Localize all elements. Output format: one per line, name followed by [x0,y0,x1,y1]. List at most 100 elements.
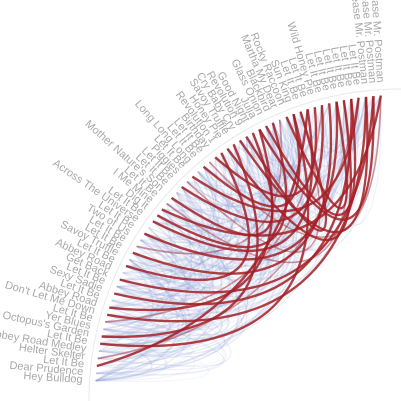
weak-link [111,232,191,308]
strong-link [245,111,328,232]
weak-link [98,265,226,358]
weak-link [272,95,382,227]
weak-link [105,239,170,323]
weak-link [101,96,367,338]
node-label: Let It Be [345,43,362,85]
weak-link [105,239,230,337]
weak-link [140,132,254,241]
weak-link [96,197,240,375]
strong-link [208,95,382,238]
weak-link [103,300,173,337]
weak-link [132,152,225,254]
weak-link [107,233,229,330]
weak-link [214,140,276,218]
weak-link [119,136,248,281]
weak-link [111,143,278,318]
strong-link [214,107,318,198]
weak-link [122,214,214,293]
weak-link [116,148,271,307]
weak-link [186,148,244,208]
weak-link [109,98,352,309]
weak-link [105,278,194,334]
weak-link [116,233,190,297]
weak-link [105,119,281,323]
weak-link [98,286,159,352]
weak-link [96,285,227,376]
strong-link [100,113,310,348]
weak-link [140,156,254,270]
strong-link [258,96,375,221]
weak-link [152,109,309,227]
weak-link [107,258,167,317]
weak-link [166,143,279,262]
weak-link [100,258,154,345]
weak-link [125,136,249,267]
weak-link [157,125,269,227]
weak-link [140,161,233,256]
weak-link [101,125,284,338]
weak-link [101,215,186,337]
weak-link [181,132,255,197]
weak-link [114,148,231,295]
strong-link [109,129,274,312]
strong-link [186,111,321,253]
weak-link [144,166,251,270]
weak-link [100,314,194,354]
strong-link [202,113,301,208]
weak-link [122,148,232,274]
weak-link [139,170,242,270]
weak-link [95,252,180,382]
weak-link [101,191,211,338]
weak-link [125,107,316,267]
weak-link [144,192,222,263]
weak-link [203,119,283,190]
weak-link [96,279,232,371]
weak-link [95,129,261,382]
weak-link [97,307,225,367]
weak-link [125,239,186,284]
strong-link [238,96,369,234]
weak-link [152,114,295,232]
strong-link [152,109,314,253]
weak-link [95,328,210,383]
weak-link [98,140,241,352]
weak-link [125,136,277,290]
weak-link [226,132,295,227]
weak-link [109,107,316,309]
weak-link [101,208,216,339]
weak-link [95,314,196,382]
weak-link [166,129,287,252]
weak-link [125,125,298,298]
strong-links-layer [96,95,382,368]
weak-link [98,181,249,354]
weak-link [166,129,267,223]
weak-link [125,96,367,271]
weak-link [101,239,215,342]
weak-link [96,171,249,374]
weak-link [192,125,270,197]
weak-link [197,122,309,252]
weak-link [166,98,353,255]
strong-link [136,119,283,255]
node-label: Let It Be [43,354,85,371]
strong-link [105,105,323,323]
weak-link [107,233,177,316]
weak-link [100,258,185,345]
weak-link [156,101,338,238]
weak-link [161,114,305,250]
node-label: Hey Bulldog [23,370,83,386]
weak-link [103,258,164,330]
weak-link [95,192,193,382]
weak-link [136,96,367,255]
inner-circle [88,88,401,401]
weak-link [95,258,189,382]
weak-link [97,272,191,360]
weak-link [95,192,206,382]
strong-link [166,100,350,264]
strong-link [143,101,339,261]
weak-link [239,119,288,177]
weak-link [103,125,288,334]
weak-link [186,97,360,225]
